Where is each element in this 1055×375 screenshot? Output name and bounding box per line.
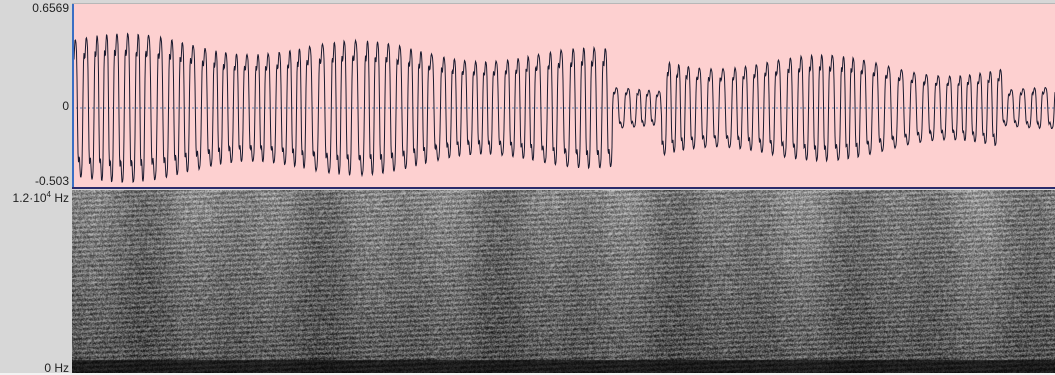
waveform-panel[interactable]: [72, 3, 1055, 189]
spectrogram-top-label-exp: 4: [46, 190, 51, 199]
waveform-zero-label: 0: [62, 99, 69, 113]
waveform-max-label: 0.6569: [32, 1, 69, 15]
waveform-min-label: -0.503: [34, 174, 69, 188]
spectrogram-bottom-label: 0 Hz: [44, 361, 69, 375]
waveform-trace: [72, 32, 1055, 183]
axis-gutter: [0, 0, 72, 375]
spectrogram-top-label-unit: Hz: [51, 191, 69, 205]
spectrogram-top-label-base: 1.2·10: [12, 191, 47, 205]
spectrogram-image: [72, 190, 1055, 373]
waveform-plot[interactable]: [72, 4, 1055, 189]
spectrogram-panel[interactable]: [72, 190, 1055, 373]
panel-bottom-border: [0, 373, 1055, 375]
selection-start-marker[interactable]: [72, 4, 74, 187]
spectrogram-top-label: 1.2·104 Hz: [13, 190, 69, 205]
